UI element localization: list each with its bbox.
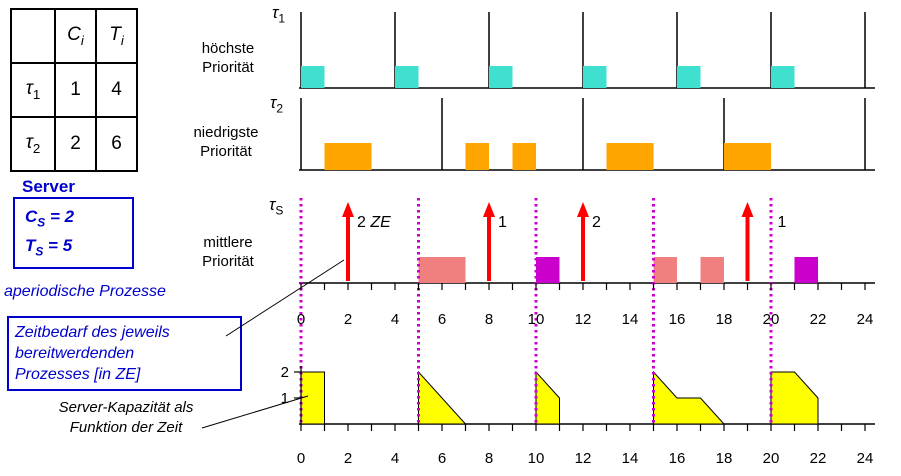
cell-tau2-t: 6 [95, 116, 138, 172]
zeitbedarf-line: Zeitbedarf des jeweils [15, 324, 170, 341]
execution-bar-tau1 [301, 66, 325, 88]
server-priority-label: mittlere Priorität [188, 233, 268, 271]
bottom-axis-label: 20 [763, 450, 780, 467]
zeitbedarf-line: bereitwerdenden [15, 345, 135, 362]
execution-bar-tau2 [724, 143, 771, 170]
mid-axis-label: 14 [622, 311, 639, 328]
mid-axis-label: 0 [297, 311, 305, 328]
mid-axis-label: 20 [763, 311, 780, 328]
aperiodic-arrival-arrowhead [577, 202, 589, 217]
tau1-row-label: τ1 [272, 3, 286, 26]
bottom-axis-label: 12 [575, 450, 592, 467]
table-corner-cell [10, 8, 56, 64]
bottom-axis-label: 16 [669, 450, 686, 467]
execution-bar-server [700, 257, 724, 283]
execution-bar-tau2 [465, 143, 489, 170]
mid-axis-label: 4 [391, 311, 399, 328]
execution-bar-tau2 [512, 143, 536, 170]
server-cs-value: CS = 2 [25, 207, 75, 230]
tau2-priority-label: niedrigste Priorität [182, 123, 270, 161]
aperiodic-demand-label: 2 ZE [357, 214, 391, 231]
aperiodic-demand-label: 1 [498, 214, 507, 231]
mid-axis-label: 24 [857, 311, 874, 328]
aperiodic-arrival-arrowhead [483, 202, 495, 217]
server-capacity-shape [535, 370, 560, 425]
bottom-axis-label: 6 [438, 450, 446, 467]
bottom-axis-label: 10 [528, 450, 545, 467]
execution-bar-tau1 [489, 66, 513, 88]
bottom-axis-label: 14 [622, 450, 639, 467]
kapazitaet-connector-line [201, 395, 309, 429]
row-header-tau2: τ2 [10, 116, 56, 172]
capacity-note-line: Server-Kapazität als [58, 399, 194, 416]
execution-bar-tau1 [583, 66, 607, 88]
col-header-ti: Ti [95, 8, 138, 64]
server-parameter-box: CS = 2 TS = 5 [13, 197, 134, 269]
priority-line: Priorität [202, 253, 254, 270]
mid-axis-label: 2 [344, 311, 352, 328]
mid-axis-label: 12 [575, 311, 592, 328]
aperiodic-demand-label: 1 [778, 214, 787, 231]
aperiodic-arrival-arrowhead [741, 202, 754, 217]
task-parameter-table: Ci Ti τ1 1 4 τ2 2 6 [10, 8, 138, 172]
server-capacity-shape [653, 370, 726, 425]
mid-axis-label: 10 [528, 311, 545, 328]
mid-axis-label: 22 [810, 311, 827, 328]
aperiodic-processes-label: aperiodische Prozesse [4, 283, 166, 300]
zeitbedarf-note-box: Zeitbedarf des jeweils bereitwerdenden P… [7, 316, 242, 391]
server-heading: Server [22, 177, 75, 196]
bottom-axis-label: 18 [716, 450, 733, 467]
server-capacity-shape [770, 371, 819, 425]
bottom-axis-label: 24 [857, 450, 874, 467]
bottom-axis-label: 0 [297, 450, 305, 467]
table-header-row: Ci Ti [10, 8, 138, 64]
mid-axis-label: 16 [669, 311, 686, 328]
aperiodic-arrival-arrowhead [342, 202, 354, 217]
tau1-priority-label: höchste Priorität [188, 39, 268, 77]
capacity-y-label: 2 [281, 364, 289, 381]
zeitbedarf-connector-line [225, 259, 345, 337]
execution-bar-tau2 [606, 143, 654, 170]
bottom-axis-label: 22 [810, 450, 827, 467]
cell-tau1-t: 4 [95, 62, 138, 118]
execution-bar-tau1 [677, 66, 701, 88]
table-row: τ1 1 4 [10, 62, 138, 118]
col-header-ci: Ci [54, 8, 97, 64]
capacity-note-line: Funktion der Zeit [69, 419, 183, 436]
priority-line: mittlere [203, 234, 253, 251]
server-ts-value: TS = 5 [25, 236, 73, 259]
server-capacity-shape [418, 370, 467, 425]
execution-bar-tau2 [324, 143, 372, 170]
mid-axis-label: 6 [438, 311, 446, 328]
mid-axis-label: 8 [485, 311, 493, 328]
row-header-tau1: τ1 [10, 62, 56, 118]
priority-line: Priorität [200, 143, 252, 160]
capacity-note: Server-Kapazität als Funktion der Zeit [30, 398, 222, 438]
server-capacity-shape [300, 371, 325, 425]
aperiodic-demand-label: 2 [592, 214, 601, 231]
execution-bar-server [418, 257, 466, 283]
table-row: τ2 2 6 [10, 116, 138, 172]
execution-bar-tau1 [771, 66, 795, 88]
tau2-row-label: τ2 [270, 93, 284, 116]
bottom-axis-label: 8 [485, 450, 493, 467]
execution-bar-server [794, 257, 818, 283]
cell-tau1-c: 1 [54, 62, 97, 118]
execution-bar-tau1 [395, 66, 419, 88]
execution-bar-server [536, 257, 560, 283]
server-row-label: τS [269, 195, 284, 218]
mid-axis-label: 18 [716, 311, 733, 328]
priority-line: höchste [201, 40, 255, 57]
bottom-axis-label: 2 [344, 450, 352, 467]
bottom-axis-label: 4 [391, 450, 399, 467]
cell-tau2-c: 2 [54, 116, 97, 172]
zeitbedarf-line: Prozesses [in ZE] [15, 366, 141, 383]
priority-line: Priorität [202, 59, 254, 76]
capacity-y-label: 1 [281, 390, 289, 407]
priority-line: niedrigste [193, 124, 259, 141]
execution-bar-server [653, 257, 677, 283]
